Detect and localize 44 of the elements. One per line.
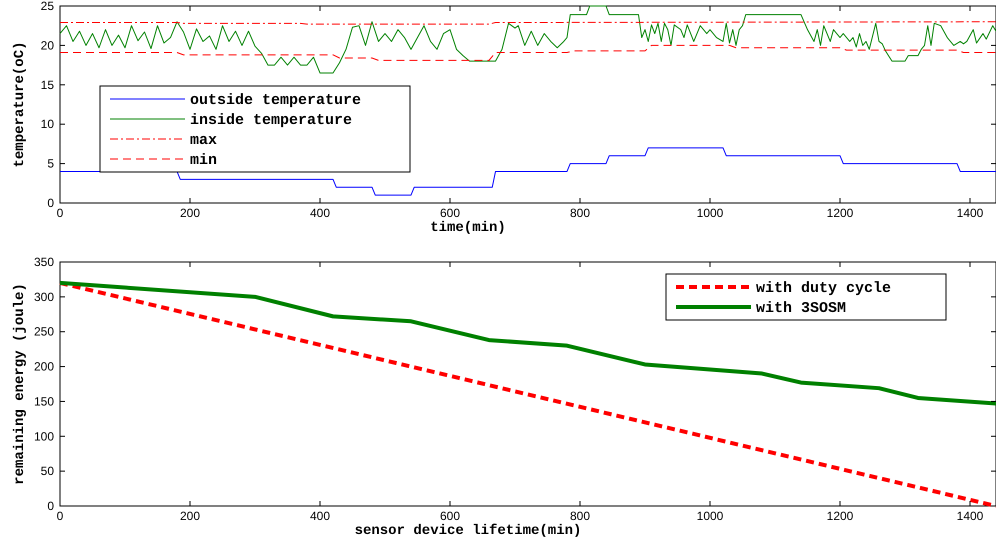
y-axis-title: remaining energy (joule) [12, 283, 28, 485]
y-tick-label: 350 [34, 255, 54, 269]
y-tick-label: 150 [34, 394, 54, 408]
legend-label: with 3SOSM [756, 300, 846, 317]
y-tick-label: 50 [40, 464, 54, 478]
y-tick-label: 10 [40, 117, 54, 132]
x-tick-label: 600 [440, 206, 460, 220]
y-tick-label: 100 [34, 429, 54, 444]
y-tick-label: 25 [40, 0, 54, 13]
x-tick-label: 1000 [696, 509, 724, 523]
y-tick-label: 0 [47, 499, 54, 513]
x-tick-label: 1200 [826, 509, 854, 523]
x-tick-label: 1400 [956, 206, 984, 220]
x-axis-title: sensor device lifetime(min) [354, 523, 582, 539]
y-tick-label: 15 [40, 78, 54, 92]
legend-label: with duty cycle [756, 280, 892, 297]
y-tick-label: 300 [34, 290, 54, 304]
x-tick-label: 1200 [826, 206, 854, 220]
x-tick-label: 1000 [696, 206, 724, 220]
x-tick-label: 0 [56, 509, 64, 523]
line-series [60, 44, 996, 61]
x-tick-label: 200 [180, 509, 200, 523]
legend-label: min [190, 152, 218, 169]
x-tick-label: 800 [570, 509, 590, 523]
x-tick-label: 600 [440, 509, 460, 523]
x-tick-label: 400 [310, 206, 330, 220]
legend-label: inside temperature [190, 112, 352, 129]
x-axis-title: time(min) [430, 220, 506, 236]
y-tick-label: 20 [40, 38, 54, 52]
x-tick-label: 800 [570, 206, 590, 220]
x-tick-label: 400 [310, 509, 330, 523]
y-axis-title: temperature(oC) [12, 41, 28, 168]
y-tick-label: 200 [34, 360, 54, 374]
x-tick-label: 200 [180, 206, 200, 220]
y-tick-label: 250 [34, 324, 54, 339]
y-tick-label: 5 [47, 156, 54, 171]
legend-label: max [190, 132, 218, 149]
line-series [60, 147, 996, 196]
line-series [60, 6, 996, 74]
line-series [58, 280, 996, 406]
x-tick-label: 0 [56, 206, 64, 220]
y-tick-label: 0 [47, 196, 54, 210]
x-tick-label: 1400 [956, 509, 984, 523]
legend-label: outside temperature [190, 92, 362, 109]
